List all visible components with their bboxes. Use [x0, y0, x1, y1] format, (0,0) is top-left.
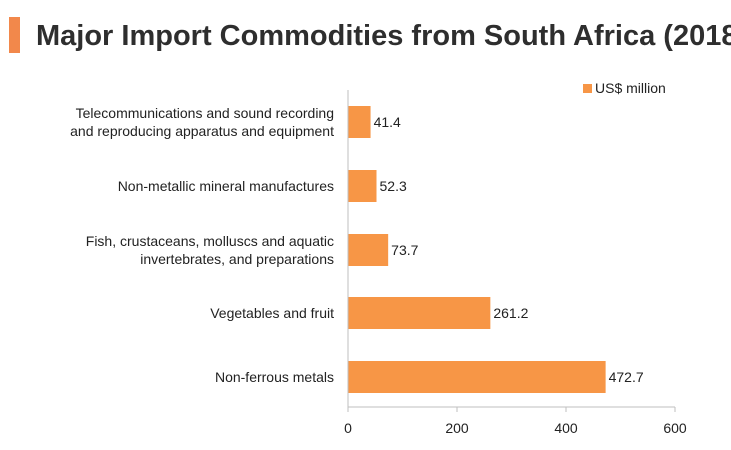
- x-tick-label-0: 0: [344, 420, 352, 436]
- bar-4: [348, 361, 606, 393]
- value-label-4: 472.7: [609, 369, 644, 385]
- x-tick-label-2: 400: [554, 420, 578, 436]
- bar-2: [348, 234, 389, 266]
- category-label-line: Non-metallic mineral manufactures: [118, 178, 334, 194]
- chart-title: Major Import Commodities from South Afri…: [36, 20, 731, 52]
- category-label-4: Non-ferrous metals: [215, 369, 334, 385]
- value-label-3: 261.2: [493, 305, 528, 321]
- value-label-2: 73.7: [391, 242, 418, 258]
- category-label-line: Fish, crustaceans, molluscs and aquatic: [86, 233, 334, 249]
- category-label-line: invertebrates, and preparations: [140, 251, 334, 267]
- legend-swatch: [583, 83, 592, 93]
- title-accent-bar: [9, 17, 20, 53]
- x-tick-label-1: 200: [445, 420, 469, 436]
- category-label-0: Telecommunications and sound recording an…: [70, 105, 334, 139]
- category-label-line: and reproducing apparatus and equipment: [70, 123, 334, 139]
- category-label-2: Fish, crustaceans, molluscs and aquatic i…: [86, 233, 334, 267]
- value-label-1: 52.3: [380, 178, 407, 194]
- category-label-line: Telecommunications and sound recording: [76, 105, 334, 121]
- bar-0: [348, 106, 371, 138]
- category-label-line: Non-ferrous metals: [215, 369, 334, 385]
- bar-3: [348, 297, 491, 329]
- value-label-0: 41.4: [374, 114, 401, 130]
- category-label-line: Vegetables and fruit: [210, 305, 334, 321]
- category-label-3: Vegetables and fruit: [210, 305, 334, 321]
- legend-label: US$ million: [595, 80, 666, 96]
- x-tick-label-3: 600: [663, 420, 687, 436]
- bar-1: [348, 170, 377, 202]
- legend: US$ million: [583, 79, 666, 97]
- category-label-1: Non-metallic mineral manufactures: [118, 178, 334, 194]
